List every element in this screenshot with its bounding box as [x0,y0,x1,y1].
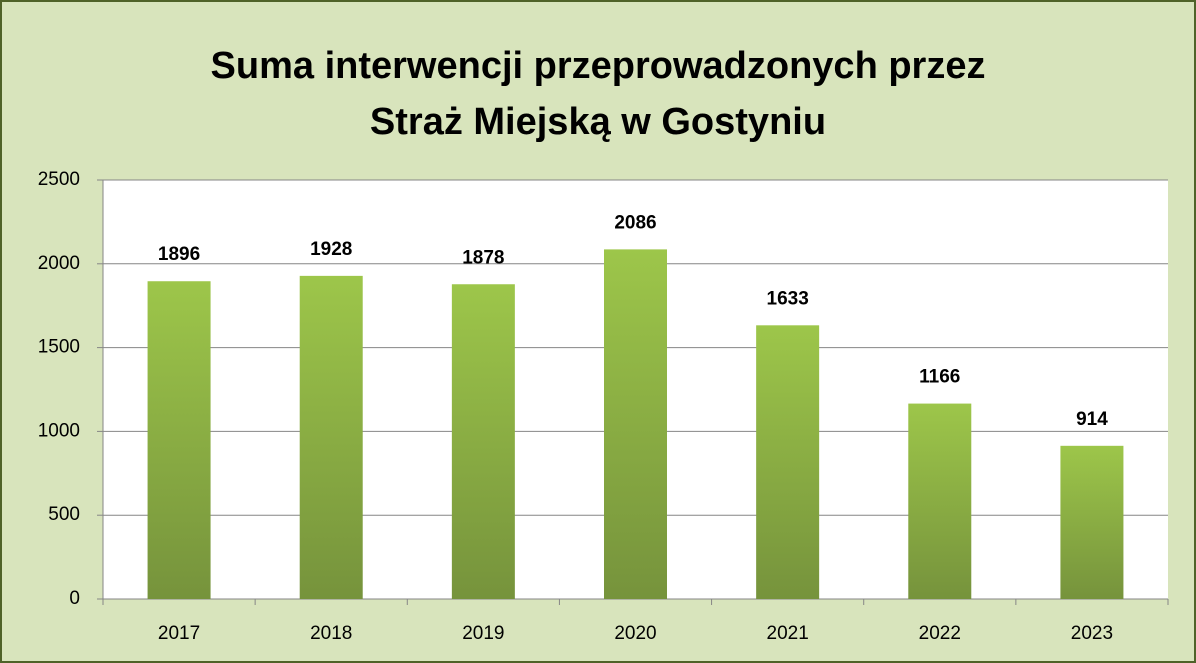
x-tick-label: 2022 [919,623,961,644]
y-tick-label: 500 [48,504,80,525]
data-label: 1878 [462,247,504,268]
data-label: 2086 [614,212,656,233]
x-tick-label: 2021 [767,623,809,644]
y-tick-label: 0 [69,588,80,609]
data-label: 1166 [919,367,960,388]
y-tick-label: 1500 [38,337,80,358]
chart-title: Straż Miejską w Gostyniu [370,101,826,143]
x-tick-label: 2017 [158,623,200,644]
data-label: 914 [1076,409,1108,430]
x-tick-label: 2020 [614,623,656,644]
y-tick-label: 1000 [38,420,80,441]
bar [604,249,667,599]
bar [451,284,515,599]
bar [147,281,211,599]
chart-title: Suma interwencji przeprowadzonych przez [211,45,986,87]
data-label: 1633 [767,288,809,309]
bar [299,275,363,599]
data-label: 1928 [310,239,352,260]
x-tick-label: 2018 [310,623,352,644]
bar [756,325,820,599]
y-tick-label: 2000 [38,253,80,274]
x-tick-label: 2023 [1071,623,1113,644]
bar [908,403,972,599]
bar [1060,445,1124,599]
data-label: 1896 [158,244,200,265]
y-tick-label: 2500 [38,169,80,190]
x-tick-label: 2019 [462,623,504,644]
